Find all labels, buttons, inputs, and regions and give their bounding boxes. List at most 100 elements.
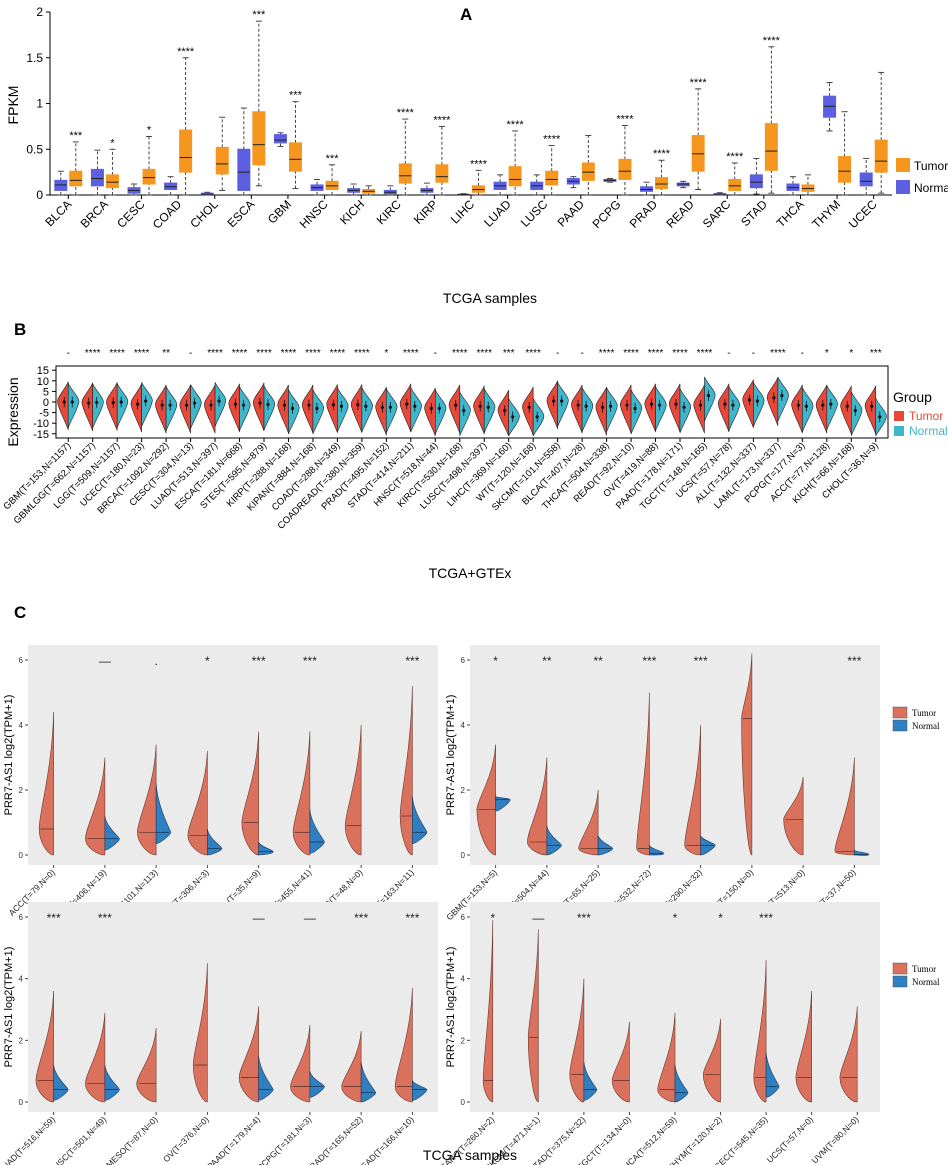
a-box <box>859 172 873 187</box>
b-significance-hnsc: - <box>434 348 437 359</box>
c-violin-tumor-half <box>611 1021 630 1103</box>
b-violin-normal-half <box>606 387 618 432</box>
b-violin-esca <box>228 383 251 433</box>
c-violin-kirc <box>636 692 665 856</box>
b-significance-ucs: - <box>727 348 730 359</box>
b-axes: -15-10-5051015GBM(T=153,N=1157)GBMLGG(T=… <box>1 365 889 532</box>
c-violin-dlbc <box>344 724 362 856</box>
c-violin-kirp <box>684 724 716 856</box>
a-box <box>215 146 229 175</box>
a-y-tick-label: 1 <box>36 97 43 111</box>
b-violin-stad <box>399 383 422 433</box>
c-violin-tumor-half <box>394 987 413 1103</box>
c-violin-tumor-half <box>569 978 585 1103</box>
b-violin-kich <box>840 385 863 436</box>
b-violin-normal-half <box>826 385 838 430</box>
b-violin-chol <box>864 385 887 437</box>
b-violin-normal-half <box>459 391 471 436</box>
c-violin-thym <box>702 1018 721 1103</box>
b-median-point-tumor <box>625 403 629 407</box>
c-significance-pcpg: — <box>304 911 316 925</box>
b-significance-luad: **** <box>207 348 223 359</box>
b-median-point-normal <box>192 401 197 405</box>
c-violin-read <box>394 987 428 1103</box>
b-median-point-tumor <box>747 398 752 402</box>
b-violin-tumor-half <box>864 385 877 435</box>
b-median-point-tumor <box>478 404 482 408</box>
c-violin-ucs <box>795 990 812 1103</box>
a-box-thca-tumor <box>801 174 815 196</box>
c-violin-normal-half <box>360 1061 377 1103</box>
b-violin-normal-half <box>361 387 373 432</box>
c-y-tick-label: 4 <box>19 975 24 984</box>
b-median-point-normal <box>315 406 319 410</box>
a-box-pcpg-tumor <box>618 125 632 196</box>
b-violin-luad <box>204 382 227 434</box>
b-y-tick-label: 0 <box>43 397 49 409</box>
b-violin-tumor-half <box>815 384 828 434</box>
c-significance-hnsc: ** <box>542 654 552 668</box>
b-significance-ucec: **** <box>134 348 150 359</box>
a-box-esca-tumor <box>252 20 266 187</box>
b-median-point-normal <box>511 415 515 419</box>
a-legend: Tumor Normal <box>896 158 948 195</box>
b-significance-laml: **** <box>770 348 786 359</box>
b-violin-tumor-half <box>546 380 558 429</box>
c-violin-tumor-half <box>238 1006 259 1103</box>
b-violin-tumor-half <box>742 379 754 428</box>
b-significance-tgct: **** <box>697 348 713 359</box>
a-box-hnsc-normal <box>310 178 324 196</box>
a-x-tick-label: BLCA <box>42 197 74 229</box>
b-median-point-normal <box>486 405 490 409</box>
a-significance-read: **** <box>690 77 708 89</box>
b-median-point-tumor <box>380 405 384 409</box>
b-median-point-normal <box>266 402 270 407</box>
b-significance-cesc: - <box>189 348 192 359</box>
a-box-blca-tumor <box>69 141 83 196</box>
b-median-point-tumor <box>600 405 605 409</box>
c-violin-tumor-half <box>341 1031 362 1103</box>
c-violin-ucec <box>753 960 780 1103</box>
a-significance-hnsc: *** <box>326 153 340 165</box>
c-violin-lusc <box>85 1012 120 1103</box>
c-violin-normal-half <box>412 796 428 844</box>
a-box <box>273 134 287 144</box>
c-violin-thca <box>657 1012 689 1103</box>
a-x-tick-label: HNSC <box>297 197 331 231</box>
c-violin-tumor-half <box>834 757 855 856</box>
c-y-tick-label: 2 <box>19 1036 24 1045</box>
b-median-point-normal <box>119 400 123 404</box>
a-x-tick-label: ESCA <box>224 197 257 230</box>
b-median-point-tumor <box>429 406 433 410</box>
b-violin-normal-half <box>214 382 227 427</box>
b-violin-paad <box>669 383 691 434</box>
b-violin-tumor-half <box>840 385 852 435</box>
c-subplot-3: 0 2 4 6 PRR7-AS1 log2(TPM+1) LUAD(T=516,N=59)… <box>0 902 438 1165</box>
c-violin-tumor-half <box>35 990 54 1103</box>
a-y-tick-label: 0.5 <box>26 142 43 156</box>
b-violin-normal-half <box>581 387 594 432</box>
a-box <box>508 166 522 187</box>
a-box-chol-tumor <box>215 116 229 191</box>
a-box <box>655 177 669 190</box>
b-legend-title: Group <box>893 389 932 405</box>
c-violin-tumor-half <box>476 744 496 856</box>
c-violin-laml <box>741 653 753 856</box>
c-x-tick-label: PAAD(T=179,N=4) <box>205 1114 262 1165</box>
a-box-stad-tumor <box>764 46 778 194</box>
a-x-tick-label: READ <box>663 197 697 231</box>
c-violin-tgct <box>611 1021 630 1103</box>
a-significance-cesc: * <box>147 124 152 136</box>
a-x-tick-label: KIRP <box>411 197 441 227</box>
b-y-axis-title: Expression <box>5 377 21 446</box>
a-box <box>838 156 852 183</box>
b-violin-tumor-half <box>644 383 656 433</box>
b-violin-normal-half <box>165 386 178 431</box>
a-box-stad-normal <box>749 157 763 195</box>
c-legend-tumor-top: Tumor <box>912 708 936 718</box>
b-violin-tumor-half <box>717 383 730 433</box>
b-violin-stes <box>253 382 275 432</box>
b-median-point-normal <box>217 399 221 403</box>
b-median-point-tumor <box>503 408 507 413</box>
c-y-tick-label: 6 <box>19 656 24 665</box>
